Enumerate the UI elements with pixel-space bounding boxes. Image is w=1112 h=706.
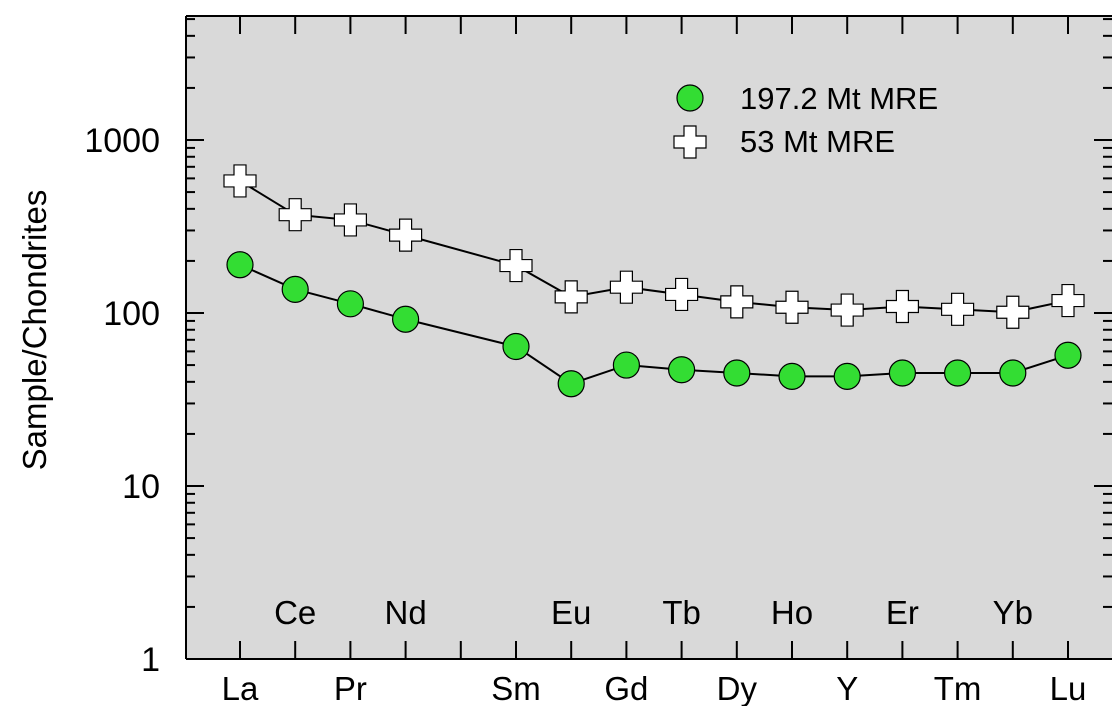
x-category-label: Eu <box>551 594 591 631</box>
y-tick-labels: 1 10 100 1000 <box>84 122 160 679</box>
data-point-cross <box>720 285 754 319</box>
legend-marker-green-circle <box>676 84 704 112</box>
legend-marker-white-cross <box>673 125 707 159</box>
data-point-cross <box>278 198 312 232</box>
data-point-cross <box>996 295 1030 329</box>
x-category-label: Ho <box>771 594 813 631</box>
x-category-label: Sm <box>491 670 541 706</box>
data-point-cross <box>609 270 643 304</box>
x-category-label: Pr <box>334 670 367 706</box>
data-point-circle <box>778 362 806 391</box>
data-point-cross <box>499 248 533 283</box>
data-point-circle <box>612 351 641 379</box>
data-point-circle <box>336 290 364 318</box>
data-point-cross <box>1051 283 1085 318</box>
data-point-cross <box>775 290 809 324</box>
x-category-label: Er <box>886 594 919 631</box>
data-point-circle <box>1054 341 1082 369</box>
x-category-label: La <box>222 670 259 706</box>
x-category-label: Gd <box>604 670 648 706</box>
data-point-circle <box>833 362 861 391</box>
data-point-cross <box>665 277 699 312</box>
x-category-label: Dy <box>717 670 758 706</box>
data-point-cross <box>333 203 367 237</box>
data-point-circle <box>723 359 751 387</box>
data-point-circle <box>392 305 420 333</box>
x-category-label: Ce <box>274 594 316 631</box>
data-point-circle <box>281 275 309 303</box>
data-point-circle <box>226 251 254 279</box>
x-category-label: Lu <box>1050 670 1087 706</box>
x-category-label: Tm <box>934 670 982 706</box>
legend: 197.2 Mt MRE 53 Mt MRE <box>673 81 938 159</box>
plot-background <box>186 16 1112 659</box>
axis-ticks <box>186 16 1112 660</box>
x-category-label: Yb <box>993 594 1033 631</box>
legend-label-series-2: 53 Mt MRE <box>740 124 895 159</box>
legend-label-series-1: 197.2 Mt MRE <box>740 81 938 116</box>
data-point-cross <box>941 292 975 326</box>
data-point-circle <box>557 370 585 398</box>
y-axis-title: Sample/Chondrites <box>16 190 53 471</box>
data-point-cross <box>389 218 423 252</box>
x-category-label: Nd <box>385 594 427 631</box>
y-tick-label: 10 <box>122 468 160 506</box>
x-category-labels: La Ce Pr Nd Sm Eu Gd Tb Dy Ho Y Er Tm Yb Lu <box>222 594 1087 706</box>
data-point-cross <box>885 289 919 324</box>
series-points <box>223 164 1085 398</box>
y-tick-label: 100 <box>103 295 160 333</box>
data-point-circle <box>502 332 530 361</box>
x-category-label: Y <box>836 670 858 706</box>
y-tick-label: 1 <box>141 641 160 679</box>
data-point-cross <box>830 293 864 327</box>
data-point-circle <box>667 356 696 384</box>
y-tick-label: 1000 <box>84 122 160 160</box>
plot-frame <box>185 15 1112 660</box>
data-point-cross <box>223 164 257 198</box>
data-point-cross <box>554 280 588 314</box>
data-point-circle <box>999 359 1027 387</box>
data-point-circle <box>943 359 972 387</box>
data-point-circle <box>888 359 917 387</box>
x-category-label: Tb <box>662 594 701 631</box>
